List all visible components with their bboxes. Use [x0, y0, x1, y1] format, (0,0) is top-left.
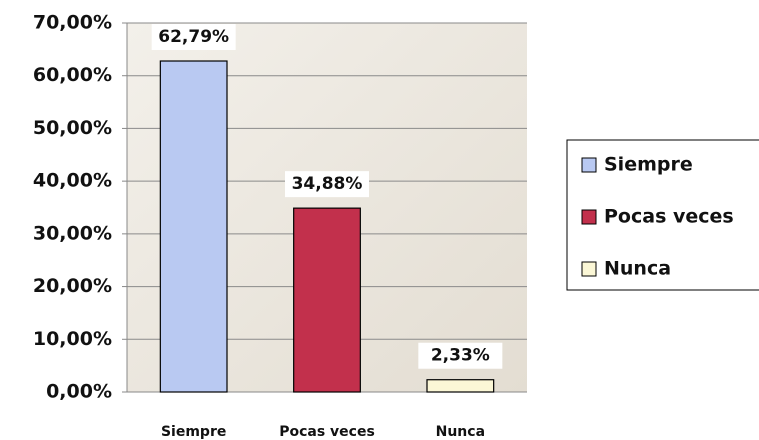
y-tick-label: 50,00%	[33, 117, 112, 139]
x-tick-label: Pocas veces	[279, 424, 375, 440]
y-tick-label: 60,00%	[33, 64, 112, 86]
y-tick-label: 30,00%	[33, 222, 112, 244]
value-label-bg	[285, 171, 369, 198]
y-tick-label: 70,00%	[33, 12, 112, 34]
y-tick-label: 10,00%	[33, 328, 112, 350]
value-label: 2,33%	[431, 346, 490, 366]
value-label: 62,79%	[158, 27, 229, 47]
legend-box	[566, 139, 759, 291]
bar	[293, 207, 361, 393]
bar	[159, 60, 228, 393]
legend-label: Nunca	[604, 258, 671, 280]
x-tick-label: Nunca	[436, 424, 485, 440]
value-label-bg	[151, 24, 236, 51]
y-tick-label: 0,00%	[46, 381, 112, 403]
x-tick-label: Siempre	[161, 424, 226, 440]
legend-label: Pocas veces	[604, 206, 734, 228]
y-tick-label: 20,00%	[33, 275, 112, 297]
legend-label: Siempre	[604, 154, 693, 176]
legend-swatch	[581, 261, 597, 277]
value-label: 34,88%	[292, 174, 363, 194]
bar	[426, 379, 495, 393]
legend-swatch	[581, 157, 597, 173]
legend-swatch	[581, 209, 597, 225]
value-label-bg	[418, 342, 503, 369]
y-tick-label: 40,00%	[33, 170, 112, 192]
